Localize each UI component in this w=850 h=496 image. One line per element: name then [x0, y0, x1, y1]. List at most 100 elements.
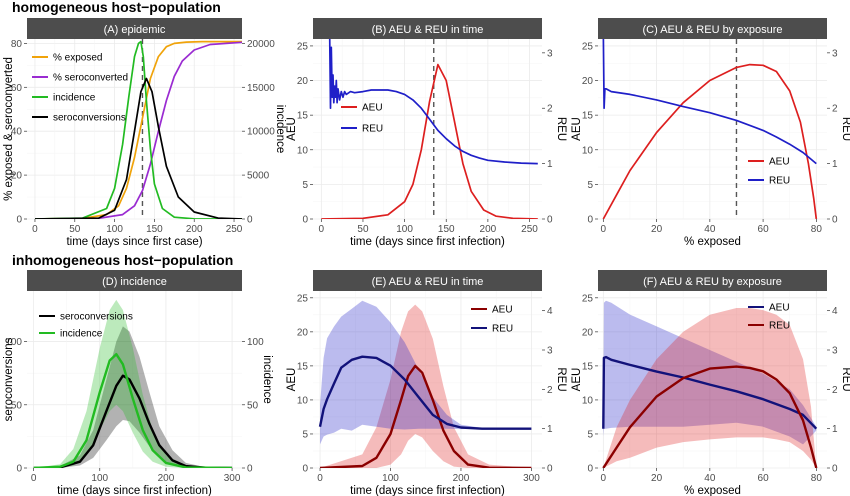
legend-label: seroconversions	[60, 312, 133, 323]
y-tick-label: 15	[582, 361, 594, 372]
x-tick-label: 0	[32, 224, 38, 235]
y2-tick-label: 100	[247, 337, 264, 348]
panel-b-y2label: REU	[555, 117, 567, 141]
panel-e-grid	[313, 291, 542, 469]
x-tick-label: 0	[319, 224, 325, 235]
panel-a-legend: % exposed % seroconverted incidence serocon…	[32, 53, 128, 124]
panel-a-data	[34, 39, 242, 219]
series-line-aeu	[321, 63, 538, 219]
panel-c-title: (C) AEU & REU by exposure	[643, 24, 783, 36]
panel-e-y2label: REU	[555, 367, 567, 391]
x-tick-label: 250	[226, 224, 243, 235]
panel-b-ylabel: AEU	[286, 117, 298, 141]
y2-tick-label: 0	[547, 464, 553, 475]
y2-tick-label: 0	[247, 215, 253, 226]
series-line-aeu	[602, 63, 818, 219]
panel-e-data	[318, 300, 532, 468]
legend-label: AEU	[492, 305, 513, 316]
y2-tick-label: 4	[547, 306, 553, 317]
x-tick-label: 60	[758, 473, 770, 484]
x-tick-label: 100	[106, 224, 123, 235]
y-tick-label: 25	[582, 293, 594, 304]
panel-a-y2label: incidence	[274, 105, 286, 154]
section-title-inhomogeneous: inhomogeneous host−population	[12, 252, 233, 268]
y-tick-label: 25	[297, 293, 309, 304]
legend-label: incidence	[53, 93, 96, 104]
x-tick-label: 40	[704, 224, 716, 235]
x-tick-label: 200	[186, 224, 203, 235]
series-line-incidence	[34, 40, 242, 219]
panel-f-data	[602, 300, 818, 468]
x-tick-label: 250	[521, 224, 538, 235]
panel-a-title: (A) epidemic	[104, 24, 166, 36]
panel-c-grid	[598, 39, 827, 220]
y2-tick-label: 1	[832, 159, 838, 170]
y2-tick-label: 1	[547, 424, 553, 435]
legend-label: incidence	[60, 329, 103, 340]
band-reu	[603, 308, 817, 468]
panel-c-data	[602, 39, 818, 219]
legend-label: % exposed	[53, 53, 102, 64]
y-tick-label: 80	[11, 39, 23, 50]
y-tick-label: 20	[11, 171, 23, 182]
y2-tick-label: 3	[547, 346, 553, 357]
y-tick-label: 25	[582, 41, 594, 52]
panel-e-xlabel: time (days since first infection)	[350, 485, 505, 496]
panel-e-ylabel: AEU	[286, 368, 298, 392]
y-tick-label: 20	[582, 76, 594, 87]
legend-label: REU	[769, 176, 790, 187]
x-tick-label: 0	[317, 473, 323, 484]
series-line-seroconversions	[33, 374, 233, 468]
panel-a: (A) epidemic 0 50 100 150 200 250 0 20 40 60 80 0 500…	[3, 18, 286, 248]
panel-d-title: (D) incidence	[102, 276, 167, 288]
panel-a-ylabel: % exposed & seroconverted	[3, 57, 15, 201]
x-tick-label: 200	[480, 224, 497, 235]
x-tick-label: 200	[453, 473, 470, 484]
band-aeu	[320, 304, 532, 468]
series-line-reu	[318, 355, 532, 430]
x-tick-label: 100	[382, 473, 399, 484]
legend-label: % seroconverted	[53, 73, 128, 84]
y-tick-label: 40	[11, 127, 23, 138]
band-reu	[320, 300, 532, 445]
y-tick-label: 100	[5, 337, 22, 348]
x-tick-label: 150	[146, 224, 163, 235]
panel-b-grid	[313, 39, 542, 220]
panel-c-xlabel: % exposed	[684, 236, 741, 248]
y-tick-label: 10	[582, 395, 594, 406]
band-aeu	[603, 300, 817, 445]
x-tick-label: 0	[601, 473, 607, 484]
legend-label: REU	[769, 321, 790, 332]
y2-tick-label: 5000	[247, 171, 270, 182]
y-tick-label: 0	[16, 464, 22, 475]
x-tick-label: 0	[31, 473, 37, 484]
y-tick-label: 15	[582, 111, 594, 122]
y-tick-label: 10	[297, 395, 309, 406]
series-line-reu	[328, 39, 538, 165]
section-title-homogeneous: homogeneous host−population	[12, 0, 221, 15]
panel-e-strip	[313, 270, 542, 291]
panel-b-legend: AEU REU	[341, 103, 383, 135]
y2-tick-label: 15000	[247, 83, 275, 94]
panel-a-xlabel: time (days since first case)	[66, 236, 202, 248]
x-tick-label: 200	[158, 473, 175, 484]
x-tick-label: 50	[357, 224, 369, 235]
series-line-aeu	[319, 364, 532, 468]
panel-d-data	[33, 299, 233, 468]
x-tick-label: 50	[69, 224, 81, 235]
y-tick-label: 5	[587, 180, 593, 191]
y-tick-label: 0	[587, 464, 593, 475]
y2-tick-label: 1	[832, 424, 838, 435]
panel-f-y2label: REU	[840, 367, 850, 391]
panel-e-title: (E) AEU & REU in time	[372, 276, 484, 288]
y2-tick-label: 3	[832, 346, 838, 357]
x-tick-label: 20	[651, 224, 663, 235]
x-tick-label: 100	[91, 473, 108, 484]
series-line-reu	[602, 365, 818, 468]
panel-f-xlabel: % exposed	[684, 485, 741, 496]
panel-c-y2label: REU	[840, 117, 850, 141]
